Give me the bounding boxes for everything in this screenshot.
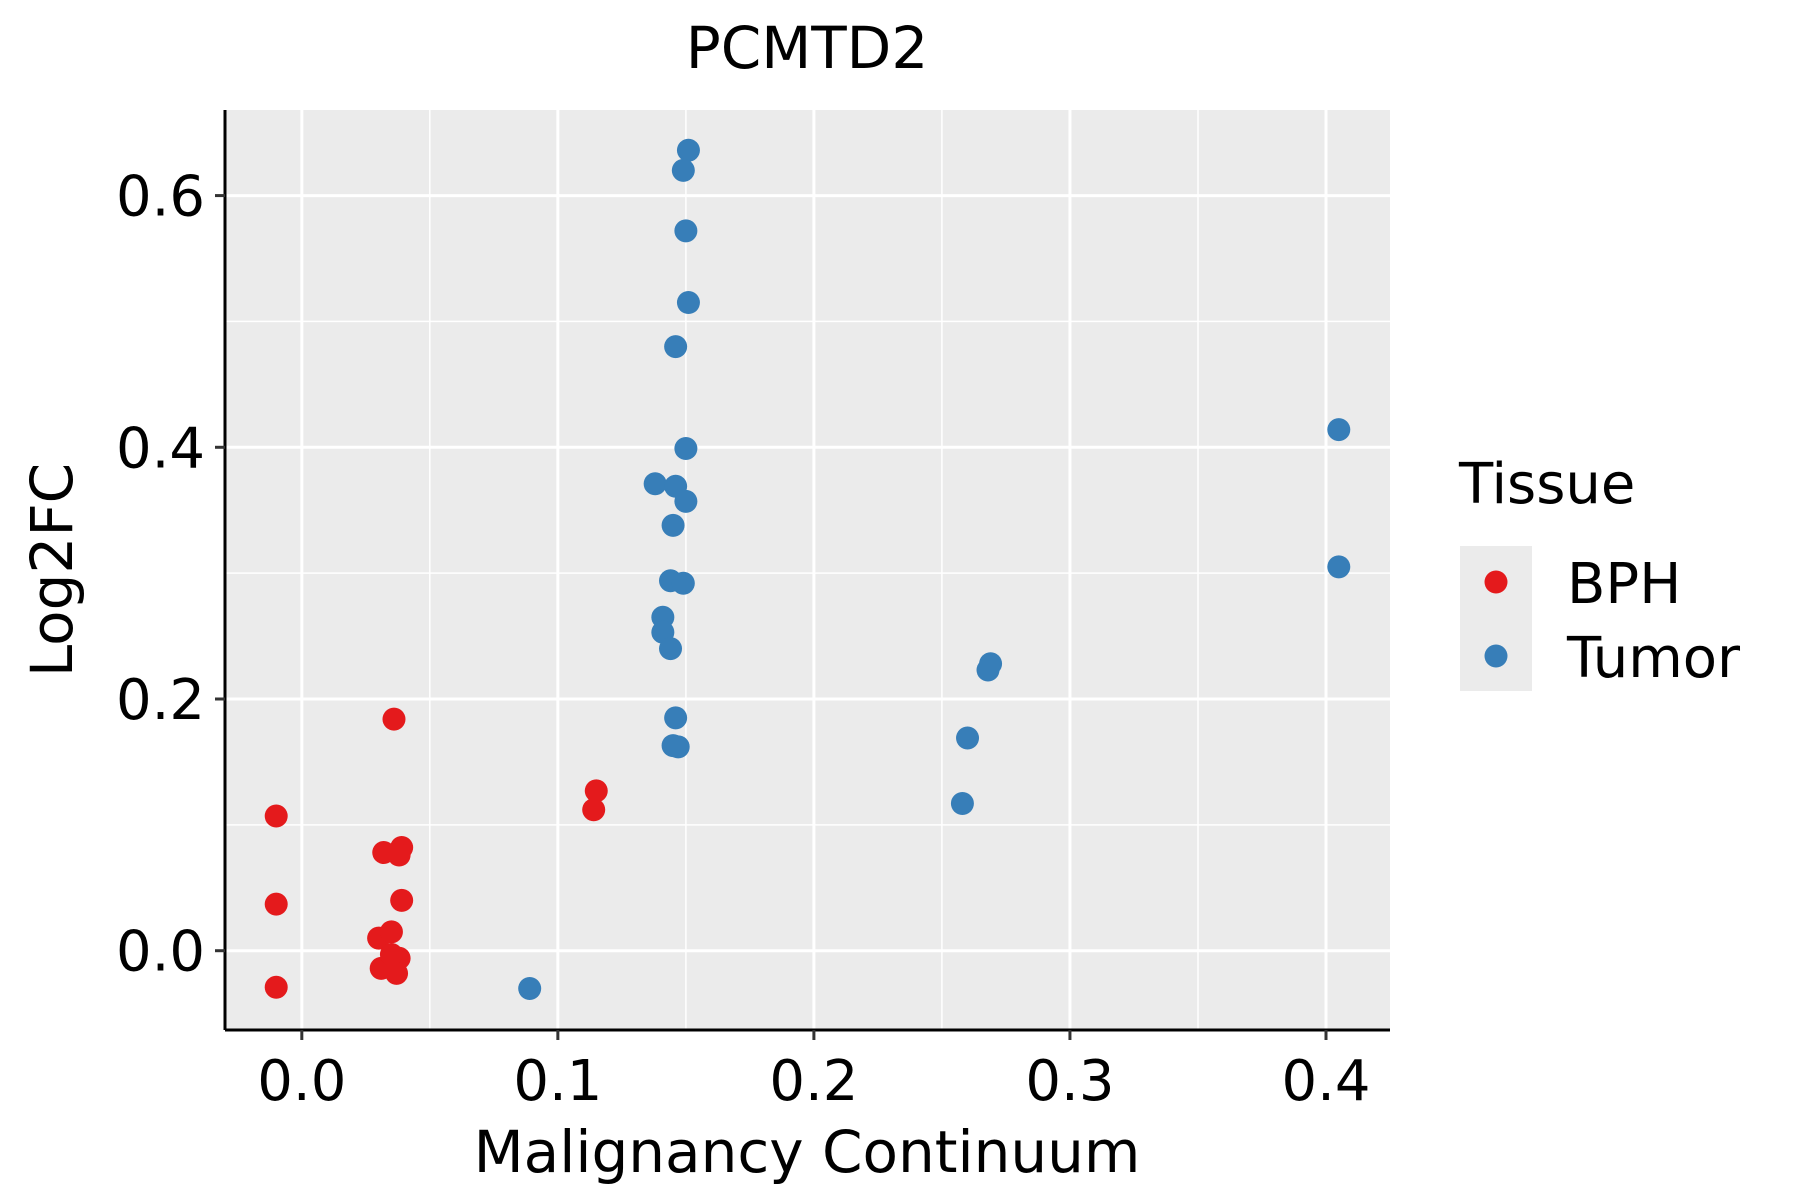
plot-panel [225,110,1390,1030]
point-tumor [671,158,695,182]
point-bph [387,843,411,867]
legend-key-background [1460,546,1532,691]
point-bph [264,975,288,999]
y-tick-label: 0.2 [116,668,205,733]
point-tumor [664,335,688,359]
axis-ticks: 0.0 0.1 0.2 0.3 0.4 0.0 0.2 0.4 0.6 [116,165,1371,1114]
data-points [264,138,1351,1000]
point-bph [584,779,608,803]
point-tumor [976,658,1000,682]
x-tick-label: 0.0 [257,1049,346,1114]
point-tumor [956,726,980,750]
x-tick-label: 0.1 [513,1049,602,1114]
point-tumor [674,489,698,513]
grid-lines [225,110,1390,1030]
point-tumor [676,138,700,162]
point-bph [379,942,403,966]
point-bph [382,707,406,731]
chart-title: PCMTD2 [686,14,929,82]
legend-key-bph [1484,570,1508,594]
point-tumor [661,513,685,537]
point-bph [379,920,403,944]
point-tumor [1327,555,1351,579]
y-axis-label: Log2FC [18,463,86,677]
point-tumor [674,437,698,461]
point-bph [264,804,288,828]
point-tumor [671,571,695,595]
point-tumor [674,219,698,243]
legend: Tissue BPH Tumor [1458,452,1741,691]
y-tick-label: 0.0 [116,920,205,985]
point-bph [390,888,414,912]
x-tick-label: 0.3 [1025,1049,1114,1114]
point-tumor [518,976,542,1000]
point-tumor [676,291,700,315]
point-tumor [950,791,974,815]
point-tumor [643,472,667,496]
point-tumor [664,706,688,730]
point-tumor [659,637,683,661]
point-bph [385,961,409,985]
y-tick-label: 0.6 [116,165,205,230]
point-tumor [666,735,690,759]
legend-key-tumor [1484,644,1508,668]
y-tick-label: 0.4 [116,416,205,481]
legend-label: Tumor [1566,626,1741,691]
legend-label: BPH [1567,552,1681,617]
point-bph [582,798,606,822]
x-axis-label: Malignancy Continuum [474,1118,1141,1186]
point-bph [264,892,288,916]
point-tumor [1327,418,1351,442]
legend-title: Tissue [1458,452,1635,517]
x-tick-label: 0.4 [1281,1049,1370,1114]
x-tick-label: 0.2 [769,1049,858,1114]
